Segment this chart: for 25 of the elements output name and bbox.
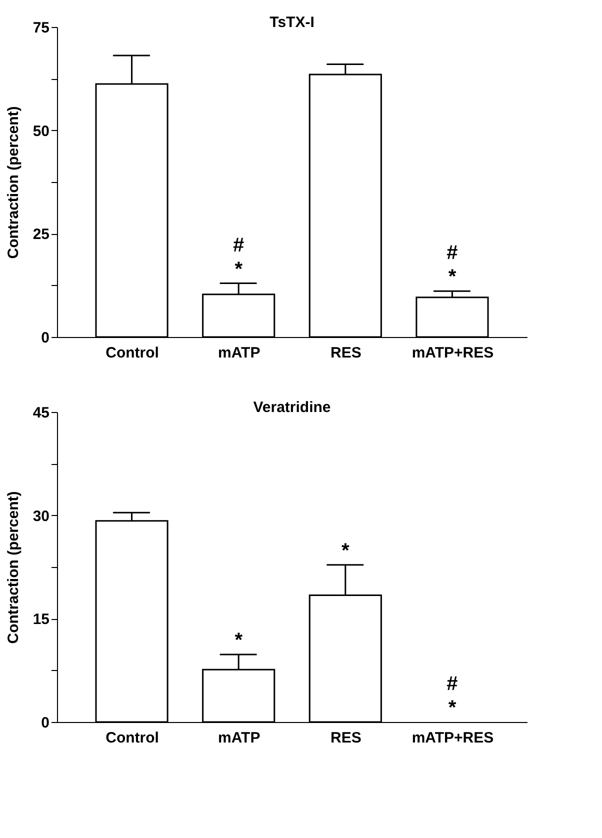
y-tick-label: 0 (41, 714, 50, 732)
text: # * (233, 234, 244, 280)
x-tick-label: Control (106, 344, 159, 362)
data-label: * (234, 629, 243, 652)
y-axis-title: Contraction (percent) (4, 106, 22, 259)
x-tick-label: mATP (218, 730, 260, 746)
chart-title: Veratridine (253, 399, 331, 416)
chart-title: TsTX-I (270, 14, 314, 31)
y-axis-title: Contraction (percent) (4, 491, 22, 644)
x-tick-label: mATP+RES (412, 730, 494, 746)
y-tick-label: 25 (32, 226, 50, 244)
y-tick-label: 30 (32, 508, 50, 525)
x-tick-label: mATP+RES (412, 344, 494, 362)
y-tick-label: 15 (32, 611, 50, 628)
y-tick-label: 0 (41, 330, 50, 346)
y-tick-label: 75 (32, 20, 50, 36)
x-tick-label: mATP (218, 344, 260, 362)
text: # * (446, 242, 458, 288)
y-tick-label: 50 (32, 122, 50, 140)
x-tick-label: RES (330, 344, 362, 362)
x-tick-label: Control (106, 730, 159, 746)
x-tick-label: RES (330, 730, 362, 746)
y-tick-label: 45 (32, 404, 50, 422)
data-label: * (342, 540, 350, 562)
text: # * (446, 673, 458, 719)
